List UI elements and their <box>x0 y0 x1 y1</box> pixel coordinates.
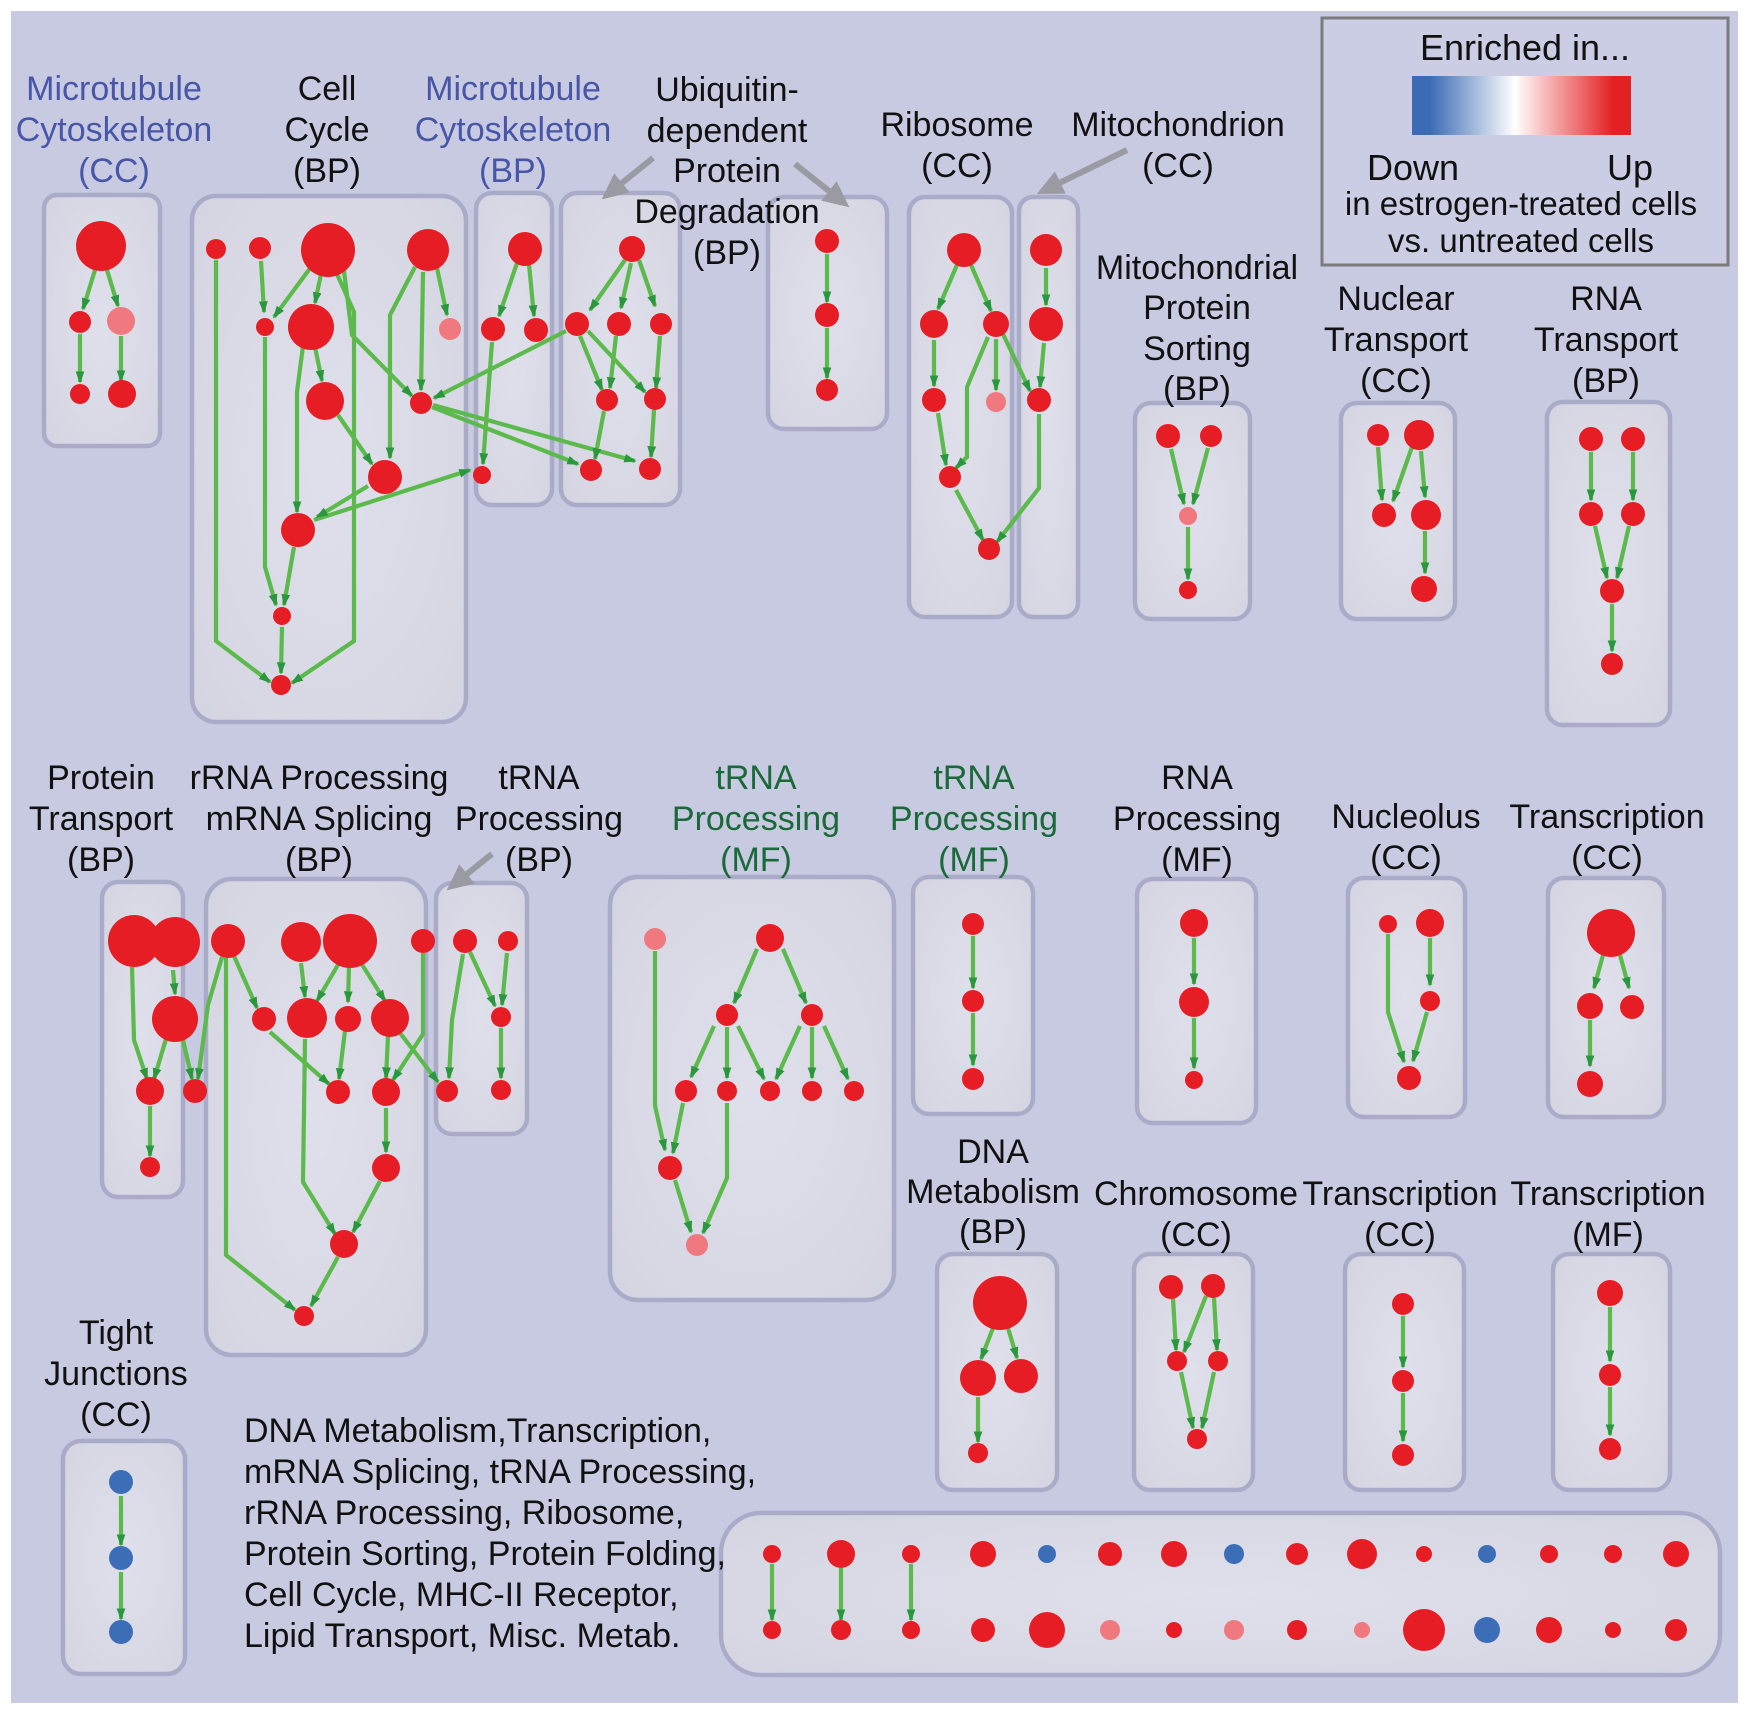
svg-text:Mitochondrial: Mitochondrial <box>1096 249 1298 287</box>
svg-text:(CC): (CC) <box>80 1396 152 1434</box>
svg-text:(BP): (BP) <box>285 841 353 879</box>
svg-text:(BP): (BP) <box>293 152 361 190</box>
svg-text:rRNA Processing, Ribosome,: rRNA Processing, Ribosome, <box>244 1494 684 1532</box>
svg-text:Transcription: Transcription <box>1509 798 1704 836</box>
svg-text:Protein Sorting, Protein Foldi: Protein Sorting, Protein Folding, <box>244 1535 726 1573</box>
svg-text:(CC): (CC) <box>1142 147 1214 185</box>
svg-text:Microtubule: Microtubule <box>425 70 601 108</box>
svg-text:tRNA: tRNA <box>498 759 580 797</box>
svg-text:Transport: Transport <box>29 800 174 838</box>
svg-text:Cell: Cell <box>298 70 357 108</box>
svg-text:Protein: Protein <box>673 152 781 190</box>
svg-text:(BP): (BP) <box>505 841 573 879</box>
svg-text:tRNA: tRNA <box>715 759 797 797</box>
svg-text:(BP): (BP) <box>1163 370 1231 408</box>
svg-text:Tight: Tight <box>79 1314 154 1352</box>
svg-text:Mitochondrion: Mitochondrion <box>1071 106 1285 144</box>
svg-text:Ubiquitin-: Ubiquitin- <box>655 71 799 109</box>
svg-text:Transport: Transport <box>1534 321 1679 359</box>
svg-text:(BP): (BP) <box>693 234 761 272</box>
svg-text:(CC): (CC) <box>1364 1216 1436 1254</box>
svg-text:in estrogen-treated cells: in estrogen-treated cells <box>1345 185 1697 222</box>
svg-text:Cytoskeleton: Cytoskeleton <box>16 111 213 149</box>
svg-text:mRNA Splicing, tRNA Processing: mRNA Splicing, tRNA Processing, <box>244 1453 756 1491</box>
svg-text:(BP): (BP) <box>479 152 547 190</box>
svg-text:(CC): (CC) <box>78 152 150 190</box>
svg-text:(BP): (BP) <box>1572 362 1640 400</box>
svg-text:Metabolism: Metabolism <box>906 1173 1080 1211</box>
svg-text:Chromosome: Chromosome <box>1094 1175 1298 1213</box>
svg-text:Junctions: Junctions <box>44 1355 188 1393</box>
svg-text:(CC): (CC) <box>1571 839 1643 877</box>
svg-text:Nucleolus: Nucleolus <box>1331 798 1480 836</box>
svg-text:(MF): (MF) <box>938 841 1010 879</box>
svg-text:Processing: Processing <box>455 800 623 838</box>
svg-text:(MF): (MF) <box>1572 1216 1644 1254</box>
svg-text:DNA Metabolism,Transcription,: DNA Metabolism,Transcription, <box>244 1412 711 1450</box>
svg-text:Processing: Processing <box>1113 800 1281 838</box>
svg-text:Ribosome: Ribosome <box>880 106 1033 144</box>
svg-text:rRNA Processing: rRNA Processing <box>190 759 449 797</box>
svg-text:(CC): (CC) <box>1370 839 1442 877</box>
svg-text:DNA: DNA <box>957 1133 1029 1171</box>
svg-text:Microtubule: Microtubule <box>26 70 202 108</box>
svg-text:RNA: RNA <box>1161 759 1233 797</box>
svg-text:(CC): (CC) <box>921 147 993 185</box>
svg-text:(BP): (BP) <box>959 1213 1027 1251</box>
svg-text:Transcription: Transcription <box>1302 1175 1497 1213</box>
svg-text:Cell Cycle, MHC-II Receptor,: Cell Cycle, MHC-II Receptor, <box>244 1576 679 1614</box>
svg-text:tRNA: tRNA <box>933 759 1015 797</box>
svg-text:Protein: Protein <box>1143 289 1251 327</box>
svg-text:Up: Up <box>1607 147 1653 188</box>
svg-text:(MF): (MF) <box>720 841 792 879</box>
svg-text:Lipid Transport, Misc. Metab.: Lipid Transport, Misc. Metab. <box>244 1617 681 1655</box>
svg-text:(CC): (CC) <box>1160 1216 1232 1254</box>
svg-text:Down: Down <box>1367 147 1459 188</box>
svg-text:Processing: Processing <box>672 800 840 838</box>
svg-text:(MF): (MF) <box>1161 841 1233 879</box>
svg-text:Transport: Transport <box>1324 321 1469 359</box>
svg-text:Enriched in...: Enriched in... <box>1420 27 1630 68</box>
svg-text:(CC): (CC) <box>1360 362 1432 400</box>
svg-text:Nuclear: Nuclear <box>1337 280 1454 318</box>
svg-text:Processing: Processing <box>890 800 1058 838</box>
svg-text:dependent: dependent <box>647 112 808 150</box>
svg-text:vs. untreated cells: vs. untreated cells <box>1388 222 1654 259</box>
svg-text:Sorting: Sorting <box>1143 330 1251 368</box>
svg-text:mRNA Splicing: mRNA Splicing <box>206 800 433 838</box>
svg-text:Degradation: Degradation <box>634 193 819 231</box>
svg-text:Cycle: Cycle <box>284 111 369 149</box>
svg-text:Transcription: Transcription <box>1510 1175 1705 1213</box>
svg-text:(BP): (BP) <box>67 841 135 879</box>
svg-text:RNA: RNA <box>1570 280 1642 318</box>
svg-text:Cytoskeleton: Cytoskeleton <box>415 111 612 149</box>
svg-text:Protein: Protein <box>47 759 155 797</box>
